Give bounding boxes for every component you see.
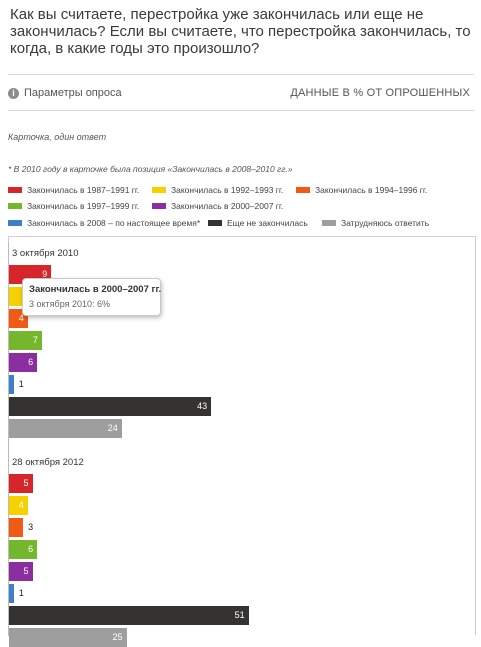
bar[interactable]: 3 [9, 518, 33, 537]
legend-label: Закончилась в 2000–2007 гг. [171, 201, 284, 211]
question-title: Как вы считаете, перестройка уже закончи… [10, 6, 471, 57]
bar[interactable]: 4 [9, 496, 28, 515]
bar[interactable]: 51 [9, 606, 249, 625]
legend-swatch [152, 202, 166, 209]
units-note: ДАННЫЕ В % ОТ ОПРОШЕННЫХ [290, 87, 470, 99]
bar[interactable]: 7 [9, 331, 42, 350]
bar-value-label: 5 [23, 566, 29, 576]
legend-label: Закончилась в 2008 – по настоящее время* [27, 218, 201, 228]
bar-value-label: 1 [18, 379, 24, 389]
bar-value-label: 6 [28, 357, 34, 367]
tooltip-value: 3 октября 2010: 6% [29, 299, 111, 309]
chart-axis-line [8, 242, 9, 636]
legend-item[interactable]: Затрудняюсь ответить [322, 218, 429, 230]
legend-label: Затрудняюсь ответить [341, 218, 430, 228]
bar-value-label: 4 [18, 500, 24, 510]
legend-swatch [322, 219, 336, 226]
bar[interactable]: 5 [9, 474, 33, 493]
bar-value-label: 4 [18, 313, 24, 323]
legend-item[interactable]: Закончилась в 1992–1993 гг. [152, 185, 283, 197]
bar-value-label: 43 [197, 401, 208, 411]
legend-swatch [296, 186, 310, 193]
info-icon[interactable]: i [8, 88, 19, 99]
divider [8, 110, 474, 111]
bar[interactable]: 24 [9, 419, 122, 438]
legend-swatch [8, 202, 22, 209]
bar-value-label: 9 [42, 269, 48, 279]
footnote: * В 2010 году в карточке была позиция «З… [8, 164, 293, 174]
legend-item[interactable]: Закончилась в 2008 – по настоящее время* [8, 218, 200, 230]
bar[interactable]: 5 [9, 562, 33, 581]
legend-label: Закончилась в 1997–1999 гг. [27, 201, 140, 211]
group-label: 3 октября 2010 [12, 248, 79, 259]
legend-label: Закончилась в 1992–1993 гг. [171, 185, 284, 195]
legend-item[interactable]: Еще не закончилась [208, 218, 308, 230]
legend-label: Еще не закончилась [227, 218, 308, 228]
bar-value-label: 3 [28, 522, 34, 532]
bar-value-label: 1 [18, 588, 24, 598]
bar-value-label: 6 [28, 544, 34, 554]
card-type-note: Карточка, один ответ [8, 132, 107, 142]
legend-label: Закончилась в 1987–1991 гг. [27, 185, 140, 195]
bar-value-label: 51 [234, 610, 245, 620]
bar-value-label: 25 [112, 632, 123, 642]
legend-item[interactable]: Закончилась в 2000–2007 гг. [152, 201, 283, 213]
legend-label: Закончилась в 1994–1996 гг. [315, 185, 428, 195]
bar[interactable]: 43 [9, 397, 212, 416]
group-label: 28 октября 2012 [12, 457, 84, 468]
bar-value-label: 7 [32, 335, 38, 345]
legend-item[interactable]: Закончилась в 1987–1991 гг. [8, 185, 139, 197]
bar-value-label: 5 [23, 478, 29, 488]
survey-params-row: i Параметры опроса ДАННЫЕ В % ОТ ОПРОШЕН… [8, 86, 474, 104]
legend-swatch [208, 219, 222, 226]
legend-swatch [8, 219, 22, 226]
legend-swatch [8, 186, 22, 193]
legend-item[interactable]: Закончилась в 1997–1999 гг. [8, 201, 139, 213]
tooltip-title: Закончилась в 2000–2007 гг. [29, 284, 162, 295]
bar[interactable]: 6 [9, 540, 38, 559]
divider [8, 74, 474, 75]
legend-swatch [152, 186, 166, 193]
bar[interactable]: 1 [9, 584, 24, 603]
survey-params-link[interactable]: Параметры опроса [24, 87, 122, 99]
bar-value-label: 24 [107, 423, 118, 433]
bar[interactable]: 1 [9, 375, 24, 394]
legend-item[interactable]: Закончилась в 1994–1996 гг. [296, 185, 427, 197]
chart-tooltip: Закончилась в 2000–2007 гг. 3 октября 20… [22, 278, 161, 316]
bar[interactable]: 25 [9, 628, 127, 647]
bar[interactable]: 6 [9, 353, 38, 372]
